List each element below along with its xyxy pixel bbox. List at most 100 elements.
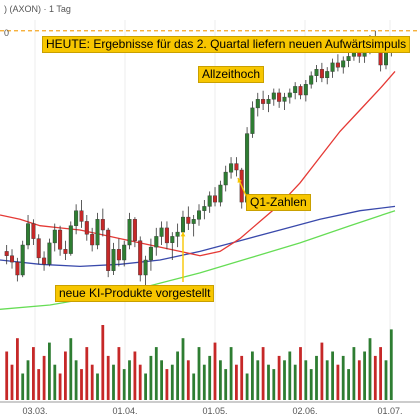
volume-bar bbox=[10, 364, 14, 400]
volume-bar bbox=[213, 342, 217, 400]
candle-up bbox=[170, 236, 175, 243]
candle-down bbox=[277, 92, 282, 102]
volume-bar bbox=[80, 369, 83, 400]
ma-blue-line bbox=[0, 205, 396, 268]
chart-header: ) (AXON) · 1 Tag bbox=[4, 4, 71, 14]
candle-up bbox=[68, 225, 73, 254]
arrow-ki-head bbox=[180, 232, 186, 237]
candle-up bbox=[180, 216, 185, 233]
candle-down bbox=[164, 227, 169, 244]
candle-up bbox=[293, 86, 298, 94]
volume-bar bbox=[251, 351, 254, 400]
candle-up bbox=[74, 210, 79, 226]
candle-up bbox=[154, 236, 159, 248]
volume-bar bbox=[74, 360, 78, 400]
axis-hint: 0 bbox=[4, 28, 10, 38]
volume-bar bbox=[101, 325, 105, 400]
annotation-allzeithoch: Allzeithoch bbox=[198, 66, 265, 83]
volume-bar bbox=[128, 360, 131, 400]
volume-bar bbox=[64, 351, 67, 400]
candle-up bbox=[159, 227, 164, 237]
candle-up bbox=[223, 171, 228, 186]
volume-bar bbox=[245, 373, 249, 400]
candle-up bbox=[202, 206, 207, 211]
candle-down bbox=[234, 163, 239, 171]
candle-down bbox=[42, 257, 47, 265]
volume-bar bbox=[144, 373, 147, 400]
volume-bar bbox=[304, 360, 308, 400]
candle-down bbox=[212, 195, 217, 203]
candle-down bbox=[138, 240, 143, 276]
volume-bar bbox=[112, 364, 115, 400]
ma-green-line bbox=[0, 210, 396, 310]
candle-up bbox=[20, 244, 25, 276]
volume-bar bbox=[293, 364, 297, 400]
candle-down bbox=[100, 219, 105, 231]
volume-bar bbox=[165, 369, 169, 400]
volume-bar bbox=[90, 364, 94, 400]
candle-up bbox=[330, 62, 335, 72]
candle-down bbox=[63, 249, 68, 254]
volume-bar bbox=[176, 351, 179, 400]
volume-bar bbox=[186, 360, 190, 400]
candle-down bbox=[335, 62, 340, 68]
candle-up bbox=[287, 92, 292, 98]
candle-up bbox=[175, 231, 180, 237]
volume-bar bbox=[48, 342, 51, 400]
candle-up bbox=[250, 107, 255, 134]
candle-up bbox=[245, 133, 250, 203]
volume-bar bbox=[261, 347, 265, 400]
volume-bar bbox=[309, 369, 313, 400]
volume-bar bbox=[160, 360, 163, 400]
volume-bar bbox=[352, 347, 356, 400]
candle-up bbox=[127, 219, 132, 246]
volume-bar bbox=[299, 347, 302, 400]
volume-bar bbox=[373, 355, 377, 400]
candle-down bbox=[84, 221, 89, 235]
candle-down bbox=[116, 249, 121, 261]
volume-bar bbox=[154, 347, 158, 400]
candle-up bbox=[266, 99, 271, 104]
volume-bar bbox=[235, 364, 238, 400]
volume-bar bbox=[331, 351, 334, 400]
volume-bar bbox=[85, 347, 89, 400]
x-tick-label: 01.07. bbox=[377, 406, 402, 416]
candle-up bbox=[143, 259, 148, 276]
volume-bar bbox=[277, 355, 281, 400]
annotation-ki: neue KI-Produkte vorgestellt bbox=[55, 285, 215, 302]
candle-up bbox=[52, 229, 57, 244]
volume-bar bbox=[32, 347, 35, 400]
volume-bar bbox=[363, 351, 366, 400]
candle-up bbox=[282, 96, 287, 102]
volume-bar bbox=[256, 360, 260, 400]
volume-bar bbox=[37, 369, 41, 400]
candle-down bbox=[90, 234, 95, 246]
volume-bar bbox=[272, 369, 276, 400]
volume-bar bbox=[170, 364, 174, 400]
x-tick-label: 01.04. bbox=[112, 406, 137, 416]
candle-down bbox=[79, 210, 84, 222]
candle-down bbox=[186, 216, 191, 224]
candle-down bbox=[298, 86, 303, 96]
volume-bar bbox=[224, 369, 228, 400]
candle-down bbox=[36, 238, 41, 259]
candle-up bbox=[309, 75, 314, 85]
volume-bar bbox=[347, 369, 350, 400]
volume-bar bbox=[106, 355, 110, 400]
candle-up bbox=[95, 219, 100, 246]
candle-up bbox=[271, 92, 276, 100]
candle-down bbox=[58, 229, 63, 250]
volume-bar bbox=[384, 360, 388, 400]
volume-bar bbox=[69, 338, 73, 400]
volume-bar bbox=[16, 338, 19, 400]
volume-bar bbox=[122, 369, 126, 400]
candle-up bbox=[218, 184, 223, 203]
volume-bar bbox=[42, 355, 46, 400]
volume-bar bbox=[117, 347, 121, 400]
candle-up bbox=[325, 71, 330, 79]
volume-bar bbox=[133, 351, 137, 400]
volume-bar bbox=[320, 342, 324, 400]
volume-bar bbox=[219, 360, 222, 400]
volume-bar bbox=[379, 347, 382, 400]
